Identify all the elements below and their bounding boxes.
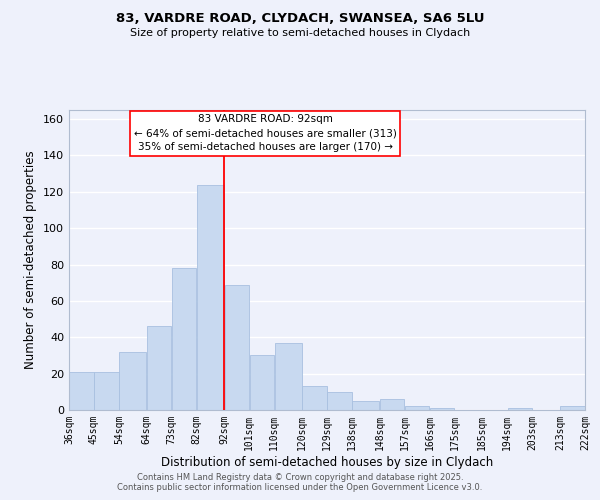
Bar (119, 352, 146, 410)
Text: Contains public sector information licensed under the Open Government Licence v3: Contains public sector information licen… (118, 482, 482, 492)
Text: 83, VARDRE ROAD, CLYDACH, SWANSEA, SA6 5LU: 83, VARDRE ROAD, CLYDACH, SWANSEA, SA6 5… (116, 12, 484, 26)
Bar (430, 408, 454, 410)
Bar (302, 386, 326, 410)
Bar (328, 392, 352, 410)
Text: 83 VARDRE ROAD: 92sqm
← 64% of semi-detached houses are smaller (313)
35% of sem: 83 VARDRE ROAD: 92sqm ← 64% of semi-deta… (134, 114, 397, 152)
Bar (70, 372, 94, 410)
Bar (197, 184, 224, 410)
Bar (275, 342, 302, 410)
Y-axis label: Number of semi-detached properties: Number of semi-detached properties (25, 150, 37, 370)
Bar (225, 284, 249, 410)
Bar (380, 399, 404, 410)
Bar (94, 372, 119, 410)
Bar (147, 326, 171, 410)
Bar (560, 406, 584, 410)
Bar (405, 406, 429, 410)
Text: Contains HM Land Registry data © Crown copyright and database right 2025.: Contains HM Land Registry data © Crown c… (137, 472, 463, 482)
X-axis label: Distribution of semi-detached houses by size in Clydach: Distribution of semi-detached houses by … (161, 456, 493, 468)
Bar (172, 268, 196, 410)
Bar (352, 401, 379, 410)
Text: Size of property relative to semi-detached houses in Clydach: Size of property relative to semi-detach… (130, 28, 470, 38)
Bar (250, 356, 274, 410)
Bar (508, 408, 532, 410)
